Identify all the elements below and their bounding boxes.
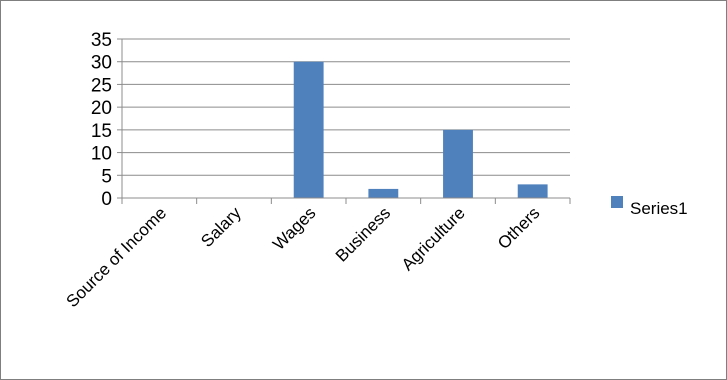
y-tick-label-30: 30 bbox=[91, 53, 112, 74]
bar-agriculture bbox=[443, 129, 473, 198]
category-label-others: Others bbox=[494, 203, 544, 253]
y-tick-label-10: 10 bbox=[91, 144, 112, 165]
y-tick-label-15: 15 bbox=[91, 121, 112, 142]
y-tick-label-0: 0 bbox=[101, 189, 112, 210]
y-tick-label-25: 25 bbox=[91, 75, 112, 96]
y-tick-label-35: 35 bbox=[91, 30, 112, 51]
category-label-source-of-income: Source of Income bbox=[63, 203, 171, 311]
bar-business bbox=[368, 188, 399, 198]
category-label-wages: Wages bbox=[269, 203, 319, 253]
legend: Series1 bbox=[611, 196, 688, 218]
bars bbox=[293, 61, 548, 198]
bar-others bbox=[517, 184, 548, 198]
category-label-agriculture: Agriculture bbox=[398, 203, 469, 274]
category-label-salary: Salary bbox=[197, 203, 245, 251]
axes bbox=[117, 38, 571, 204]
legend-label-series1: Series1 bbox=[630, 199, 688, 218]
gridlines bbox=[122, 38, 570, 176]
category-labels: Source of Income Salary Wages Business Agric… bbox=[63, 203, 544, 311]
y-tick-label-5: 5 bbox=[101, 166, 112, 187]
legend-swatch-series1 bbox=[611, 196, 623, 208]
y-tick-label-20: 20 bbox=[91, 98, 112, 119]
category-label-business: Business bbox=[332, 203, 394, 265]
bar-wages bbox=[293, 61, 324, 198]
